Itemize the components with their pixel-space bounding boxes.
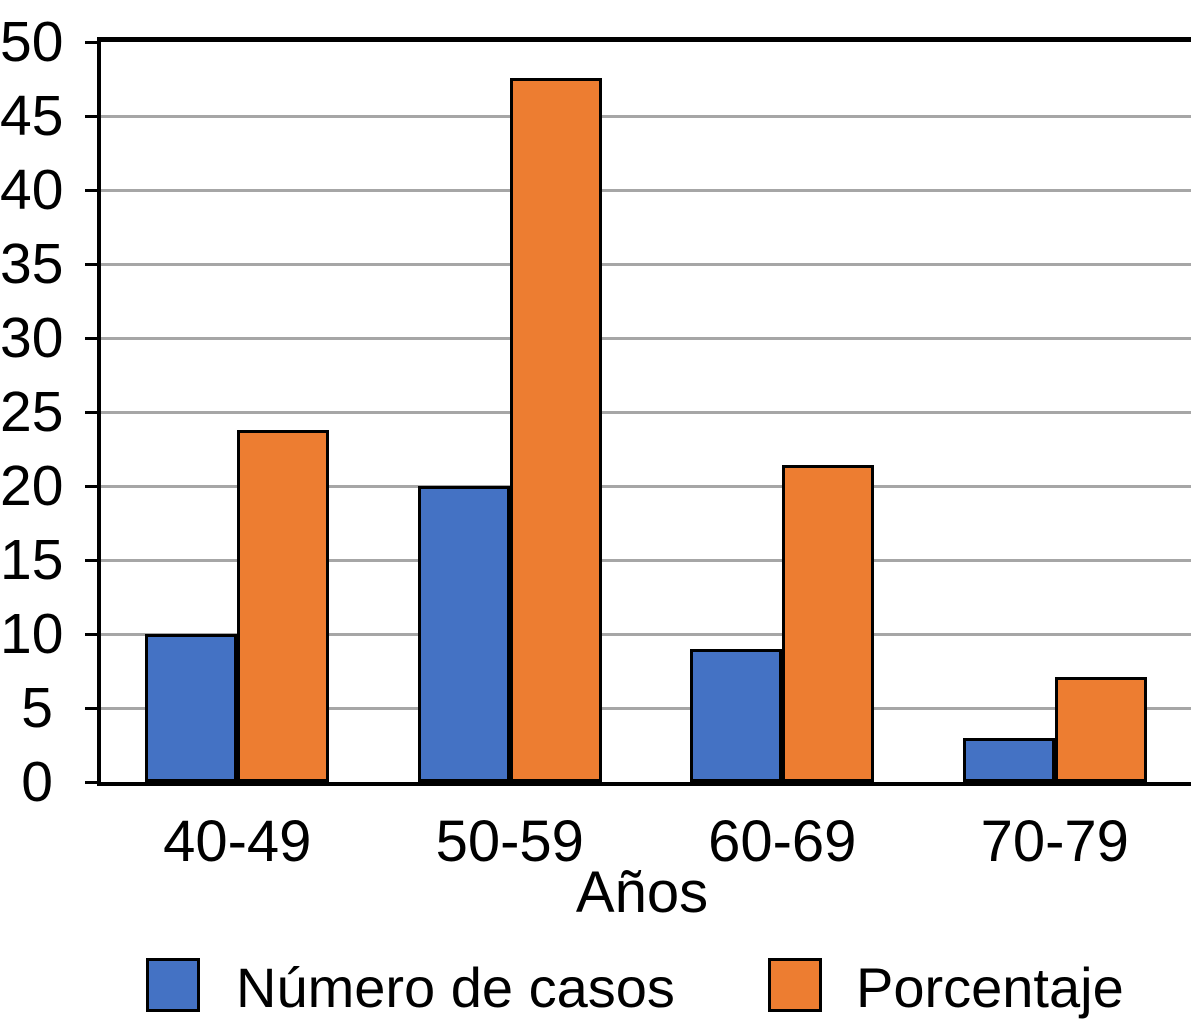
- y-tick-label-50: 50: [0, 10, 64, 74]
- y-tick-mark-35: [85, 262, 98, 266]
- gridline-25: [101, 410, 1191, 414]
- x-tick-label-50-59: 50-59: [435, 809, 584, 874]
- gridline-5: [101, 706, 1191, 710]
- y-tick-label-25: 25: [0, 380, 64, 444]
- gridline-40: [101, 188, 1191, 192]
- gridline-10: [101, 632, 1191, 636]
- gridline-30: [101, 336, 1191, 340]
- y-tick-mark-0: [85, 780, 98, 784]
- x-tick-label-60-69: 60-69: [708, 809, 857, 874]
- y-tick-mark-10: [85, 632, 98, 636]
- y-tick-mark-30: [85, 336, 98, 340]
- x-tick-label-70-79: 70-79: [980, 809, 1129, 874]
- bar-nu-mero-de-casos-50-59: [417, 486, 510, 782]
- y-tick-label-45: 45: [0, 84, 64, 148]
- bar-nu-mero-de-casos-40-49: [145, 634, 238, 782]
- bar-porcentaje-40-49: [237, 429, 330, 782]
- x-axis-title: Años: [575, 860, 709, 925]
- y-tick-label-30: 30: [0, 306, 64, 370]
- bar-nu-mero-de-casos-60-69: [690, 648, 783, 782]
- y-tick-mark-40: [85, 188, 98, 192]
- y-tick-mark-50: [85, 40, 98, 44]
- gridline-35: [101, 262, 1191, 266]
- gridline-45: [101, 114, 1191, 118]
- y-tick-label-20: 20: [0, 454, 64, 518]
- y-tick-label-40: 40: [0, 158, 64, 222]
- bar-nu-mero-de-casos-70-79: [962, 737, 1055, 782]
- y-tick-label-15: 15: [0, 528, 64, 592]
- bar-porcentaje-70-79: [1054, 676, 1147, 782]
- legend-label-nu-mero-de-casos: Número de casos: [236, 956, 675, 1019]
- x-tick-label-40-49: 40-49: [163, 809, 312, 874]
- legend-swatch-nu-mero-de-casos: [146, 958, 200, 1012]
- y-tick-mark-15: [85, 558, 98, 562]
- legend-swatch-porcentaje: [768, 958, 822, 1012]
- gridline-20: [101, 484, 1191, 488]
- y-tick-mark-5: [85, 706, 98, 710]
- plot-area: [97, 37, 1191, 786]
- y-tick-label-10: 10: [0, 602, 64, 666]
- bar-porcentaje-60-69: [782, 465, 875, 782]
- y-tick-label-5: 5: [21, 676, 53, 740]
- gridline-15: [101, 558, 1191, 562]
- y-tick-mark-25: [85, 410, 98, 414]
- y-tick-label-0: 0: [21, 750, 53, 814]
- y-tick-mark-20: [85, 484, 98, 488]
- y-tick-label-35: 35: [0, 232, 64, 296]
- y-tick-mark-45: [85, 114, 98, 118]
- legend-label-porcentaje: Porcentaje: [856, 956, 1124, 1019]
- bar-porcentaje-50-59: [509, 77, 602, 782]
